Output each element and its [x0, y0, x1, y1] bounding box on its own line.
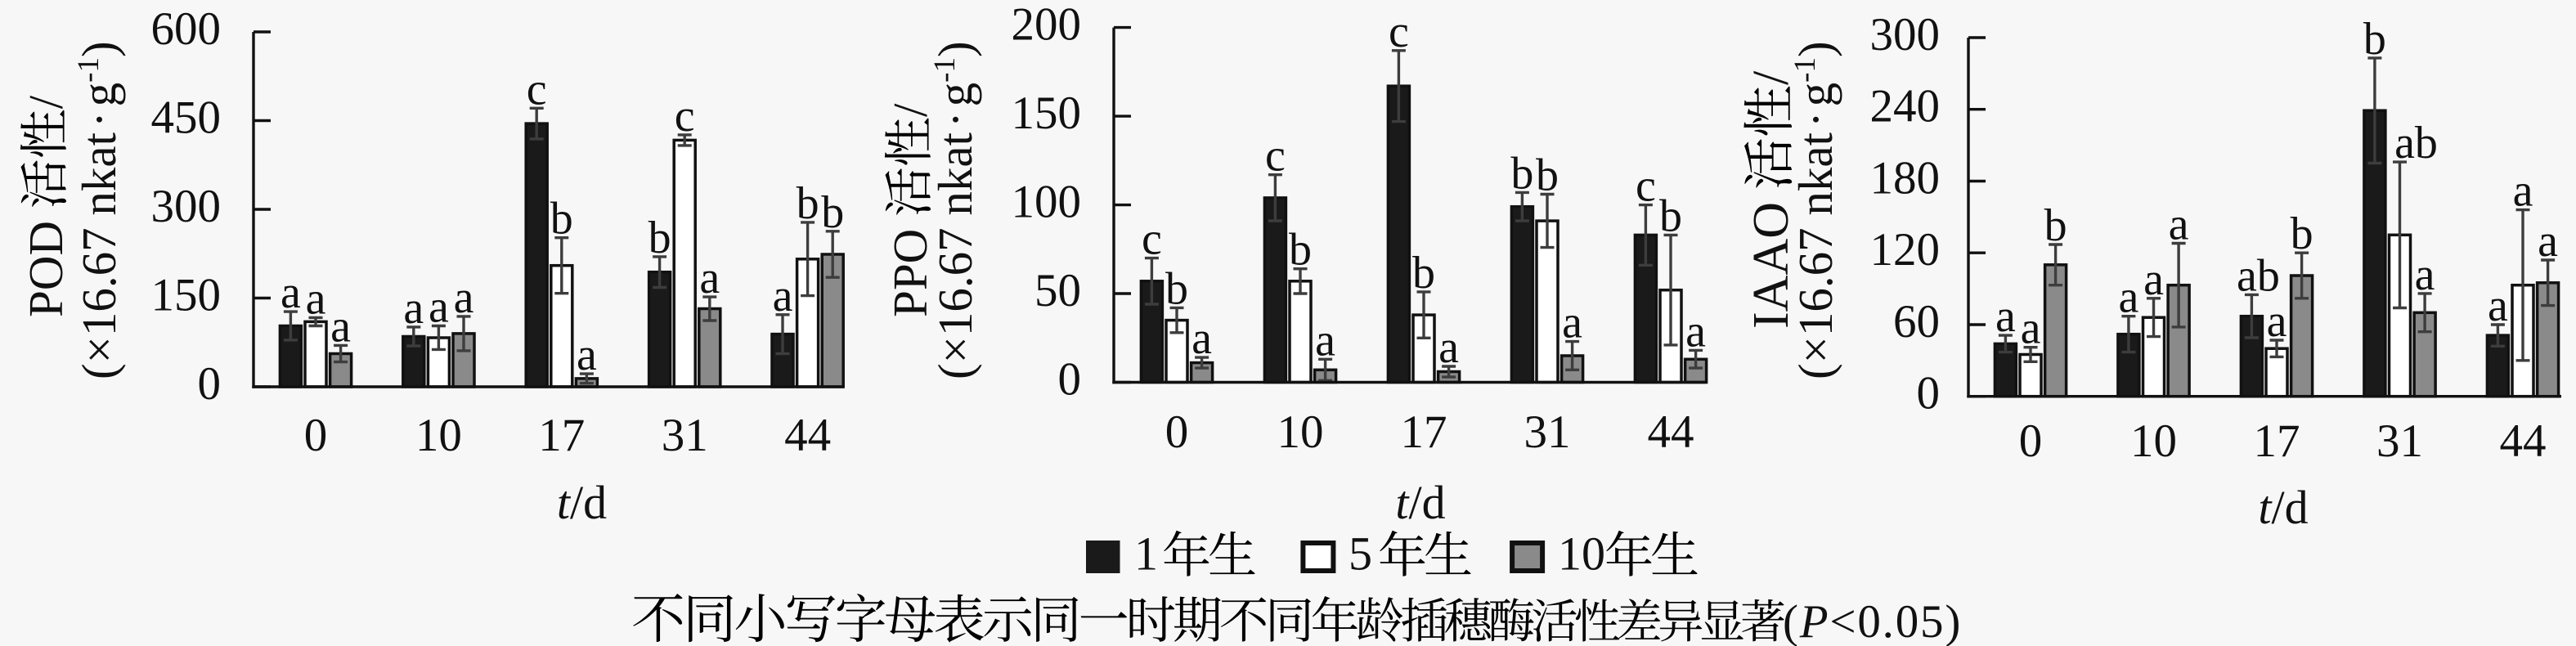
svg-text:c: c [1389, 7, 1409, 57]
svg-text:50: 50 [1034, 265, 1081, 316]
svg-text:a: a [1995, 291, 2016, 342]
svg-text:150: 150 [1012, 87, 1082, 139]
svg-text:/: / [883, 103, 937, 117]
svg-text:a: a [2118, 272, 2138, 323]
svg-text:PPO: PPO [883, 217, 937, 317]
svg-text:b: b [1510, 148, 1533, 199]
svg-text:(×16.67 nkat·g-1): (×16.67 nkat·g-1) [928, 41, 982, 379]
svg-text:a: a [2488, 280, 2508, 331]
svg-text:a: a [1315, 315, 1335, 366]
svg-text:a: a [1562, 298, 1582, 348]
svg-text:a: a [773, 271, 793, 321]
svg-text:a: a [577, 330, 597, 380]
svg-text:t/d: t/d [1395, 476, 1445, 529]
svg-text:b: b [1289, 225, 1312, 276]
svg-text:ab: ab [2237, 250, 2280, 301]
svg-text:100: 100 [1012, 177, 1082, 228]
svg-text:/: / [19, 95, 73, 109]
svg-text:a: a [403, 283, 424, 334]
svg-text:a: a [306, 273, 326, 324]
svg-text:44: 44 [2500, 415, 2547, 467]
svg-text:c: c [1142, 214, 1162, 265]
svg-text:(×16.67 nkat·g-1): (×16.67 nkat·g-1) [1788, 41, 1842, 379]
svg-text:a: a [1438, 322, 1459, 373]
svg-text:a: a [330, 301, 351, 352]
svg-text:c: c [1265, 131, 1286, 182]
svg-text:a: a [1192, 313, 1212, 364]
svg-text:a: a [454, 272, 474, 323]
svg-text:44: 44 [784, 410, 831, 461]
svg-text:a: a [1685, 306, 1706, 357]
svg-text:a: a [280, 267, 301, 318]
svg-text:b: b [648, 213, 671, 263]
svg-text:10: 10 [2130, 415, 2177, 467]
svg-text:a: a [2513, 166, 2533, 217]
svg-text:200: 200 [1012, 0, 1082, 51]
svg-text:240: 240 [1870, 81, 1941, 132]
svg-text:120: 120 [1870, 224, 1941, 276]
svg-text:POD: POD [19, 209, 73, 317]
svg-text:150: 150 [151, 270, 222, 321]
svg-text:5: 5 [1349, 527, 1372, 581]
svg-text:0: 0 [304, 410, 328, 461]
svg-text:300: 300 [151, 181, 222, 232]
svg-text:a: a [2021, 303, 2041, 354]
svg-text:a: a [2267, 296, 2287, 347]
svg-text:/: / [1744, 70, 1799, 85]
svg-text:60: 60 [1893, 296, 1940, 348]
svg-text:180: 180 [1870, 153, 1941, 204]
svg-text:17: 17 [2254, 415, 2300, 467]
svg-text:t/d: t/d [557, 476, 607, 529]
svg-text:10: 10 [1558, 527, 1605, 581]
svg-text:b: b [1412, 248, 1435, 298]
svg-text:0: 0 [1165, 406, 1189, 458]
svg-text:b: b [797, 178, 819, 229]
svg-text:b: b [1536, 150, 1559, 201]
svg-text:0: 0 [2019, 415, 2043, 467]
svg-text:IAAO: IAAO [1744, 190, 1799, 329]
svg-text:b: b [1165, 263, 1188, 314]
svg-text:31: 31 [662, 410, 708, 461]
svg-text:b: b [1659, 191, 1682, 241]
svg-text:c: c [1636, 161, 1656, 212]
svg-text:t/d: t/d [2258, 481, 2308, 534]
svg-text:17: 17 [1401, 406, 1447, 458]
svg-text:44: 44 [1648, 406, 1694, 458]
svg-text:b: b [821, 187, 844, 238]
svg-text:b: b [2291, 209, 2313, 259]
svg-text:17: 17 [538, 410, 585, 461]
svg-text:a: a [2169, 200, 2189, 250]
svg-text:(×16.67 nkat·g-1): (×16.67 nkat·g-1) [72, 41, 126, 379]
svg-text:b: b [550, 194, 573, 244]
svg-text:a: a [699, 253, 720, 303]
svg-text:0: 0 [1917, 368, 1941, 419]
svg-text:ab: ab [2394, 118, 2438, 168]
svg-text:31: 31 [2376, 415, 2423, 467]
svg-text:a: a [2538, 216, 2558, 267]
svg-text:a: a [2143, 254, 2164, 305]
svg-text:a: a [429, 282, 449, 333]
svg-text:600: 600 [151, 3, 222, 55]
svg-text:c: c [527, 64, 547, 114]
svg-text:300: 300 [1870, 9, 1941, 61]
svg-text:b: b [2044, 200, 2067, 251]
svg-text:c: c [675, 91, 695, 141]
svg-text:0: 0 [1058, 354, 1082, 406]
svg-text:a: a [2415, 249, 2435, 300]
svg-text:b: b [2363, 14, 2386, 65]
svg-text:1: 1 [1134, 527, 1158, 581]
svg-text:10: 10 [1277, 406, 1324, 458]
svg-text:450: 450 [151, 92, 222, 144]
svg-text:31: 31 [1524, 406, 1571, 458]
svg-text:10: 10 [415, 410, 462, 461]
svg-text:(P<0.05): (P<0.05) [1783, 596, 1962, 646]
svg-text:0: 0 [198, 358, 222, 410]
